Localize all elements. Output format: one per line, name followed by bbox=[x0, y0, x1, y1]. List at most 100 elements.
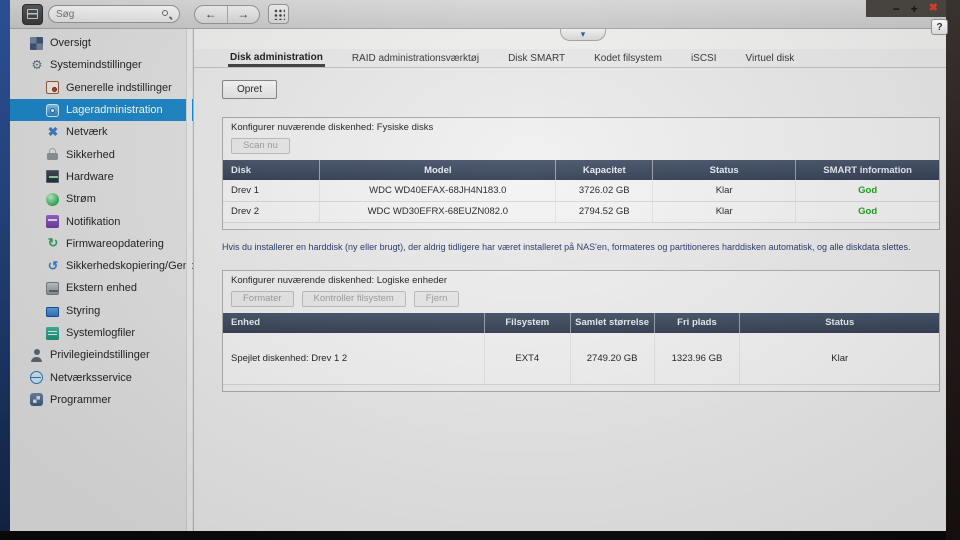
tab-kodet-filsystem[interactable]: Kodet filsystem bbox=[594, 53, 662, 64]
table-row[interactable]: Spejlet diskenhed: Drev 1 2 EXT4 2749.20… bbox=[223, 332, 939, 385]
table-header-row: Enhed Filsystem Samlet størrelse Fri pla… bbox=[223, 312, 939, 333]
sidebar-item-oversigt[interactable]: Oversigt bbox=[10, 32, 193, 54]
tab-disk-smart[interactable]: Disk SMART bbox=[508, 53, 566, 64]
format-button[interactable]: Formater bbox=[231, 290, 294, 307]
app-grid-button[interactable] bbox=[268, 4, 289, 24]
hardware-icon bbox=[46, 170, 59, 184]
sidebar-item-hardware[interactable]: Hardware bbox=[10, 166, 193, 188]
sidebar-item-sikkerhed[interactable]: Sikkerhed bbox=[10, 143, 193, 165]
create-button[interactable]: Opret bbox=[222, 80, 277, 99]
sidebar-scrollbar[interactable] bbox=[186, 29, 192, 531]
disk-name-cell: Drev 2 bbox=[223, 201, 321, 223]
physical-disks-table: Disk Model Kapacitet Status SMART inform… bbox=[223, 160, 939, 223]
close-button[interactable]: ✖ bbox=[928, 2, 938, 14]
sidebar-item-netvaerksservice[interactable]: Netværksservice bbox=[10, 366, 193, 388]
column-header-disk: Disk bbox=[223, 160, 321, 180]
desktop-background-strip bbox=[0, 0, 10, 540]
globe-icon bbox=[30, 371, 43, 385]
logical-volumes-legend: Konfigurer nuværende diskenhed: Logiske … bbox=[231, 274, 448, 286]
tab-raid-administrationsvaerktoej[interactable]: RAID administrationsværktøj bbox=[351, 53, 480, 64]
minimize-button[interactable]: − bbox=[892, 1, 900, 16]
sidebar-item-ekstern-enhed[interactable]: Ekstern enhed bbox=[10, 277, 193, 299]
maximize-button[interactable]: + bbox=[910, 1, 918, 16]
power-icon bbox=[46, 192, 59, 206]
sidebar-item-lageradministration[interactable]: Lageradministration bbox=[10, 98, 193, 122]
network-icon: ✖ bbox=[47, 124, 59, 139]
apps-icon bbox=[30, 393, 43, 407]
history-nav: ← → bbox=[194, 4, 260, 24]
back-button[interactable]: ← bbox=[195, 5, 228, 23]
monitor-bezel-bottom bbox=[0, 531, 960, 540]
overview-grid-icon bbox=[30, 36, 43, 50]
forward-button[interactable]: → bbox=[228, 6, 260, 23]
forward-arrow-icon: → bbox=[237, 7, 250, 21]
search-icon bbox=[161, 9, 173, 20]
search-box[interactable] bbox=[48, 5, 180, 23]
sidebar-item-systemindstillinger[interactable]: ⚙ Systemindstillinger bbox=[31, 57, 142, 72]
sidebar-item-privilegieindstillinger[interactable]: Privilegieindstillinger bbox=[10, 344, 193, 366]
tab-virtuel-disk[interactable]: Virtuel disk bbox=[745, 53, 795, 64]
help-button[interactable]: ? bbox=[931, 19, 948, 35]
column-header-fri-plads: Fri plads bbox=[654, 312, 741, 333]
column-header-filsystem: Filsystem bbox=[484, 312, 571, 333]
remove-button[interactable]: Fjern bbox=[413, 290, 460, 307]
user-icon bbox=[30, 348, 43, 362]
grid-dots-icon bbox=[272, 8, 285, 20]
column-header-kapacitet: Kapacitet bbox=[555, 160, 654, 180]
gear-icon: ⚙ bbox=[31, 57, 43, 72]
sidebar-item-generelle-indstillinger[interactable]: Generelle indstillinger bbox=[10, 77, 193, 99]
check-filesystem-button[interactable]: Kontroller filsystem bbox=[301, 290, 406, 307]
disk-name-cell: Drev 1 bbox=[223, 180, 321, 202]
content-area: ▾ Disk administration RAID administratio… bbox=[194, 29, 946, 531]
capacity-cell: 2794.52 GB bbox=[555, 201, 654, 223]
table-header-row: Disk Model Kapacitet Status SMART inform… bbox=[223, 160, 939, 180]
filesystem-cell: EXT4 bbox=[484, 332, 571, 385]
firmware-update-icon: ↻ bbox=[47, 236, 59, 251]
notification-icon bbox=[46, 215, 59, 229]
sidebar-item-programmer[interactable]: Programmer bbox=[10, 389, 193, 411]
sidebar-item-netvaerk[interactable]: ✖ Netværk bbox=[47, 124, 108, 139]
model-cell: WDC WD40EFAX-68JH4N183.0 bbox=[319, 180, 557, 202]
external-device-icon bbox=[46, 281, 59, 295]
column-header-samlet-stoerrelse: Samlet størrelse bbox=[570, 312, 655, 333]
total-size-cell: 2749.20 GB bbox=[570, 332, 655, 385]
volume-name-cell: Spejlet diskenhed: Drev 1 2 bbox=[223, 332, 485, 385]
sidebar-item-styring[interactable]: Styring bbox=[10, 300, 193, 322]
smart-status-cell: God bbox=[795, 201, 939, 223]
column-header-status: Status bbox=[739, 312, 939, 333]
sidebar-item-sikkerhedskopiering[interactable]: ↺ Sikkerhedskopiering/Genda... bbox=[47, 258, 193, 273]
column-header-enhed: Enhed bbox=[223, 312, 485, 333]
sidebar-item-firmwareopdatering[interactable]: ↻ Firmwareopdatering bbox=[47, 236, 164, 251]
disk-install-notice: Hvis du installerer en harddisk (ny elle… bbox=[222, 241, 911, 252]
sidebar-item-notifikation[interactable]: Notifikation bbox=[10, 210, 193, 232]
logical-volumes-section: Konfigurer nuværende diskenhed: Logiske … bbox=[222, 269, 940, 392]
tab-bar: Disk administration RAID administrations… bbox=[194, 49, 946, 68]
tab-disk-administration[interactable]: Disk administration bbox=[228, 50, 325, 67]
column-header-model: Model bbox=[319, 160, 557, 180]
scan-now-button[interactable]: Scan nu bbox=[231, 138, 290, 154]
monitor-icon bbox=[46, 306, 59, 317]
content-top-strip: ▾ bbox=[194, 29, 946, 49]
sidebar-item-stroem[interactable]: Strøm bbox=[10, 188, 193, 210]
table-row[interactable]: Drev 1 WDC WD40EFAX-68JH4N183.0 3726.02 … bbox=[223, 180, 939, 202]
physical-disks-section: Konfigurer nuværende diskenhed: Fysiske … bbox=[222, 117, 940, 230]
smart-status-cell: God bbox=[795, 180, 939, 202]
backup-restore-icon: ↺ bbox=[47, 258, 59, 273]
top-toolbar: ← → bbox=[10, 0, 946, 29]
status-cell: Klar bbox=[652, 180, 797, 202]
main-menu-button[interactable] bbox=[22, 3, 43, 25]
sidebar-item-systemlogfiler[interactable]: Systemlogfiler bbox=[10, 322, 193, 344]
back-arrow-icon: ← bbox=[204, 7, 217, 21]
tab-iscsi[interactable]: iSCSI bbox=[690, 53, 717, 64]
sidebar: Oversigt ⚙ Systemindstillinger Generelle… bbox=[10, 29, 194, 531]
collapse-panel-handle[interactable]: ▾ bbox=[560, 29, 606, 41]
window-grid-icon bbox=[27, 9, 38, 19]
table-row[interactable]: Drev 2 WDC WD30EFRX-68EUZN082.0 2794.52 … bbox=[223, 201, 939, 223]
capacity-cell: 3726.02 GB bbox=[555, 180, 654, 202]
free-space-cell: 1323.96 GB bbox=[654, 332, 741, 385]
system-logs-icon bbox=[46, 326, 59, 340]
search-input[interactable] bbox=[56, 8, 161, 20]
window-controls: − + ✖ bbox=[866, 0, 946, 17]
disk-administration-page: Opret Konfigurer nuværende diskenhed: Fy… bbox=[194, 68, 946, 392]
